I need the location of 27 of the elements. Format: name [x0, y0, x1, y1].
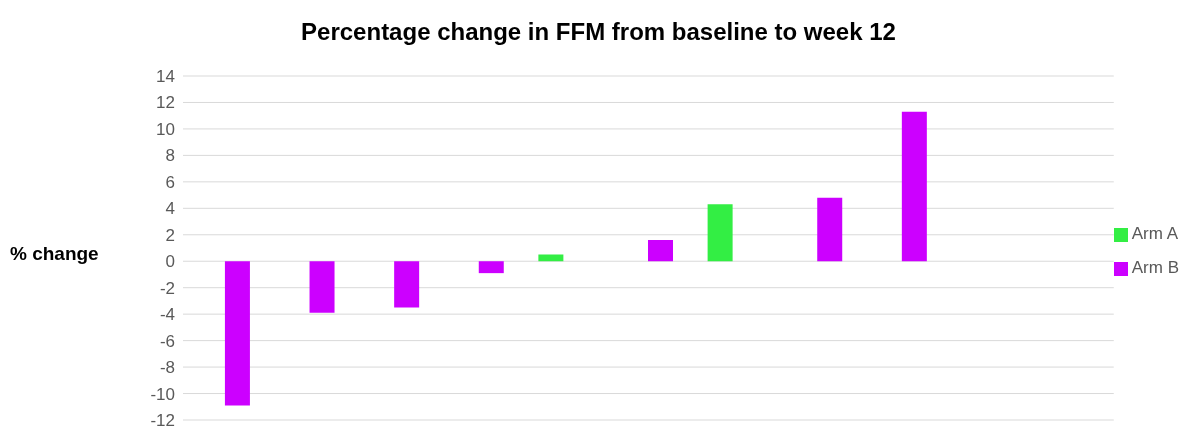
y-tick-label: 10: [156, 119, 175, 139]
bar: [394, 261, 420, 308]
y-tick-label: -8: [159, 358, 175, 378]
bar: [538, 254, 564, 262]
y-tick-label: 12: [156, 93, 175, 113]
chart-title: Percentage change in FFM from baseline to week 12: [300, 18, 897, 46]
legend-label: Arm B: [1131, 258, 1179, 277]
y-tick-label: 2: [165, 225, 175, 245]
bar: [707, 204, 733, 262]
y-tick-label: 4: [165, 199, 175, 219]
y-tick-label: 8: [165, 146, 175, 166]
legend-label: Arm A: [1131, 224, 1179, 243]
bar: [648, 240, 673, 262]
y-tick-label: -10: [150, 384, 175, 404]
y-tick-label: -6: [159, 331, 175, 351]
y-tick-label: 0: [165, 252, 175, 272]
y-tick-label: -4: [159, 305, 175, 325]
y-tick-label: -2: [159, 278, 175, 298]
bar: [224, 261, 250, 406]
y-axis-title: % change: [10, 243, 99, 265]
y-tick-label: 6: [165, 172, 175, 192]
bar: [478, 261, 504, 274]
y-tick-label: 14: [156, 67, 175, 87]
y-tick-label: -12: [150, 411, 175, 431]
bar: [817, 197, 843, 262]
bar: [309, 261, 335, 313]
bar: [901, 111, 927, 262]
